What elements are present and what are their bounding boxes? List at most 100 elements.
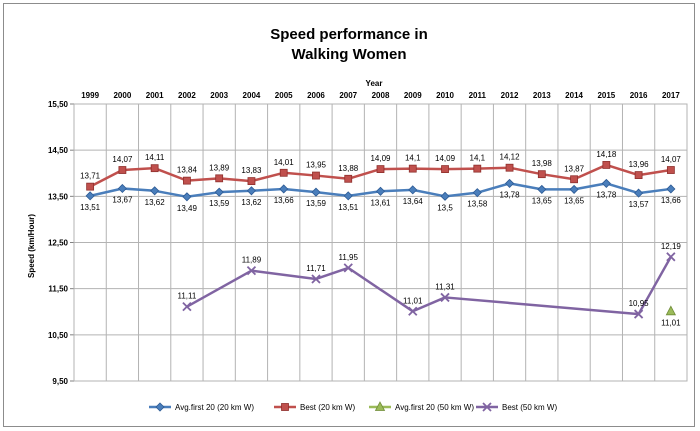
data-label: 13,51 bbox=[80, 203, 101, 212]
data-point-diamond bbox=[117, 183, 127, 194]
data-point-square bbox=[118, 166, 127, 174]
data-point-square bbox=[473, 164, 482, 173]
x-tick-label: 2004 bbox=[243, 91, 261, 100]
series-3 bbox=[182, 252, 676, 319]
data-label: 13,98 bbox=[532, 159, 553, 168]
y-tick-label: 10,50 bbox=[48, 331, 69, 340]
data-point-square bbox=[247, 177, 256, 185]
x-tick-label: 2012 bbox=[501, 91, 519, 100]
data-point-diamond bbox=[375, 186, 386, 196]
data-point-square bbox=[215, 174, 224, 183]
data-point-x-stroke bbox=[311, 274, 321, 284]
data-label: 14,18 bbox=[596, 150, 617, 159]
data-point-diamond bbox=[311, 187, 321, 197]
data-label: 11,11 bbox=[177, 292, 196, 301]
data-point-diamond bbox=[601, 178, 611, 188]
data-label: 14,1 bbox=[405, 154, 421, 163]
data-point-square bbox=[602, 161, 611, 169]
x-tick-label: 1999 bbox=[81, 91, 99, 100]
data-point-x-stroke bbox=[440, 292, 450, 303]
data-label: 13,59 bbox=[209, 199, 230, 208]
y-tick-label: 15,50 bbox=[48, 100, 69, 109]
y-tick-label: 12,50 bbox=[48, 239, 69, 248]
data-point-diamond bbox=[634, 188, 644, 198]
data-point-x-stroke bbox=[343, 263, 353, 273]
data-point-diamond bbox=[279, 184, 289, 194]
data-point-x bbox=[666, 252, 676, 262]
data-point-x-stroke bbox=[633, 309, 644, 319]
x-tick-label: 2000 bbox=[113, 91, 131, 100]
data-point-diamond bbox=[504, 178, 515, 188]
data-point-diamond bbox=[408, 185, 418, 195]
data-point-square bbox=[281, 403, 289, 411]
data-label: 13,65 bbox=[564, 196, 585, 205]
legend-item: Avg.first 20 (20 km W) bbox=[149, 402, 254, 412]
data-label: 13,96 bbox=[629, 160, 650, 169]
data-label: 11,95 bbox=[339, 253, 359, 262]
x-tick-label: 2003 bbox=[210, 91, 228, 100]
data-label: 14,12 bbox=[500, 153, 521, 162]
data-point-square bbox=[86, 182, 95, 191]
data-point-diamond bbox=[440, 191, 450, 201]
chart-title-line1: Speed performance in bbox=[270, 26, 428, 43]
data-point-x bbox=[408, 306, 418, 316]
data-label: 13,59 bbox=[306, 199, 327, 208]
legend-item: Avg.first 20 (50 km W) bbox=[369, 401, 474, 412]
chart-title-line2: Walking Women bbox=[291, 46, 406, 63]
data-point-square bbox=[150, 164, 159, 173]
data-label: 14,09 bbox=[435, 154, 456, 163]
y-tick-label: 13,50 bbox=[48, 192, 69, 201]
x-axis-title: Year bbox=[366, 79, 383, 88]
data-label: 13,71 bbox=[80, 172, 101, 181]
x-tick-label: 2008 bbox=[372, 91, 390, 100]
legend-label: Best (20 km W) bbox=[300, 403, 355, 412]
data-point-diamond bbox=[85, 191, 95, 201]
grid-layer: 9,50 10,50 11,50 12,50 13,50 14,50 15,50 1999 20… bbox=[48, 91, 688, 386]
data-point-square bbox=[376, 165, 385, 173]
data-label: 13,62 bbox=[145, 198, 166, 207]
data-point-x bbox=[482, 402, 492, 412]
data-label: 13,67 bbox=[112, 195, 133, 204]
data-point-diamond bbox=[246, 186, 257, 196]
data-point-diamond bbox=[150, 186, 160, 196]
data-label: 13,84 bbox=[177, 166, 198, 175]
data-point-x-stroke bbox=[246, 266, 257, 276]
legend-label: Best (50 km W) bbox=[502, 403, 557, 412]
data-point-square bbox=[312, 171, 320, 180]
data-point-diamond bbox=[537, 184, 547, 194]
data-point-square bbox=[570, 175, 578, 184]
data-point-x-stroke bbox=[182, 302, 192, 312]
data-label: 13,5 bbox=[437, 203, 453, 212]
data-label: 13,57 bbox=[629, 200, 650, 209]
x-tick-label: 2014 bbox=[565, 91, 583, 100]
data-label: 14,09 bbox=[370, 154, 391, 163]
data-point-square bbox=[408, 164, 417, 173]
chart-svg: Speed performance in Walking Women Year … bbox=[27, 26, 688, 412]
data-label: 13,95 bbox=[306, 161, 327, 170]
data-label: 13,58 bbox=[467, 200, 488, 209]
chart-frame: Speed performance in Walking Women Year … bbox=[3, 3, 695, 427]
x-tick-label: 2002 bbox=[178, 91, 196, 100]
data-label: 10,95 bbox=[629, 299, 650, 308]
data-label: 13,78 bbox=[596, 190, 617, 199]
legend-item: Best (20 km W) bbox=[274, 403, 355, 412]
data-label: 13,78 bbox=[500, 190, 521, 199]
data-label: 13,87 bbox=[564, 164, 585, 173]
x-tick-label: 2015 bbox=[597, 91, 615, 100]
data-point-square bbox=[183, 176, 191, 185]
legend-label: Avg.first 20 (20 km W) bbox=[175, 403, 254, 412]
data-label: 13,51 bbox=[338, 203, 359, 212]
data-point-x bbox=[246, 266, 257, 276]
legend: Avg.first 20 (20 km W) Best (20 km W) Avg.… bbox=[149, 401, 557, 412]
data-point-x-stroke bbox=[666, 252, 676, 262]
data-label: 14,11 bbox=[145, 153, 165, 162]
data-label: 13,61 bbox=[370, 198, 391, 207]
data-label: 13,83 bbox=[241, 166, 262, 175]
data-point-x bbox=[343, 263, 353, 273]
data-point-x bbox=[182, 302, 192, 312]
data-label: 13,62 bbox=[241, 198, 262, 207]
data-point-x-stroke bbox=[408, 306, 418, 316]
data-label: 13,65 bbox=[532, 196, 553, 205]
data-point-square bbox=[537, 170, 546, 179]
data-label: 14,07 bbox=[661, 155, 682, 164]
